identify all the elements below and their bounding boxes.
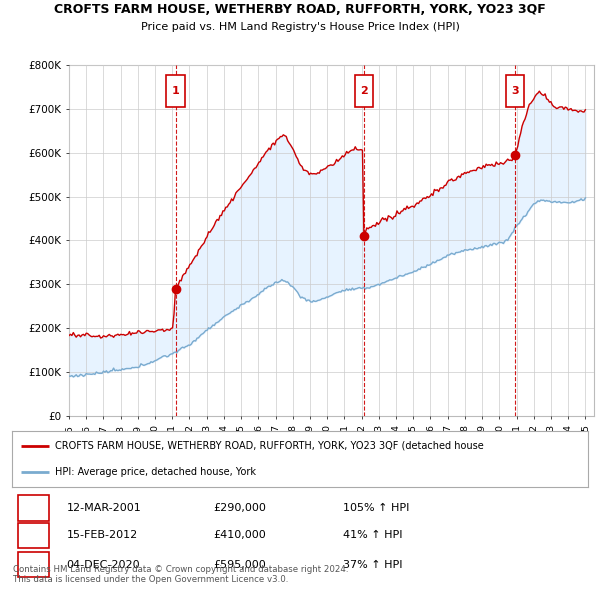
Text: Contains HM Land Registry data © Crown copyright and database right 2024.
This d: Contains HM Land Registry data © Crown c… bbox=[13, 565, 349, 584]
Text: 2: 2 bbox=[30, 530, 37, 540]
Text: 3: 3 bbox=[30, 560, 37, 570]
Text: £290,000: £290,000 bbox=[214, 503, 266, 513]
Text: 04-DEC-2020: 04-DEC-2020 bbox=[67, 560, 140, 570]
FancyBboxPatch shape bbox=[18, 552, 49, 578]
FancyBboxPatch shape bbox=[506, 76, 524, 107]
Text: 3: 3 bbox=[511, 86, 519, 96]
Text: 2: 2 bbox=[360, 86, 368, 96]
Text: 15-FEB-2012: 15-FEB-2012 bbox=[67, 530, 138, 540]
FancyBboxPatch shape bbox=[355, 76, 373, 107]
Text: 12-MAR-2001: 12-MAR-2001 bbox=[67, 503, 142, 513]
Text: 41% ↑ HPI: 41% ↑ HPI bbox=[343, 530, 403, 540]
Text: £595,000: £595,000 bbox=[214, 560, 266, 570]
Text: HPI: Average price, detached house, York: HPI: Average price, detached house, York bbox=[55, 467, 256, 477]
Text: Price paid vs. HM Land Registry's House Price Index (HPI): Price paid vs. HM Land Registry's House … bbox=[140, 22, 460, 32]
Text: CROFTS FARM HOUSE, WETHERBY ROAD, RUFFORTH, YORK, YO23 3QF (detached house: CROFTS FARM HOUSE, WETHERBY ROAD, RUFFOR… bbox=[55, 441, 484, 451]
FancyBboxPatch shape bbox=[18, 523, 49, 548]
FancyBboxPatch shape bbox=[18, 495, 49, 521]
Text: £410,000: £410,000 bbox=[214, 530, 266, 540]
FancyBboxPatch shape bbox=[166, 76, 185, 107]
Text: 1: 1 bbox=[172, 86, 179, 96]
Text: 105% ↑ HPI: 105% ↑ HPI bbox=[343, 503, 410, 513]
Text: CROFTS FARM HOUSE, WETHERBY ROAD, RUFFORTH, YORK, YO23 3QF: CROFTS FARM HOUSE, WETHERBY ROAD, RUFFOR… bbox=[54, 3, 546, 16]
Text: 37% ↑ HPI: 37% ↑ HPI bbox=[343, 560, 403, 570]
Text: 1: 1 bbox=[30, 503, 37, 513]
